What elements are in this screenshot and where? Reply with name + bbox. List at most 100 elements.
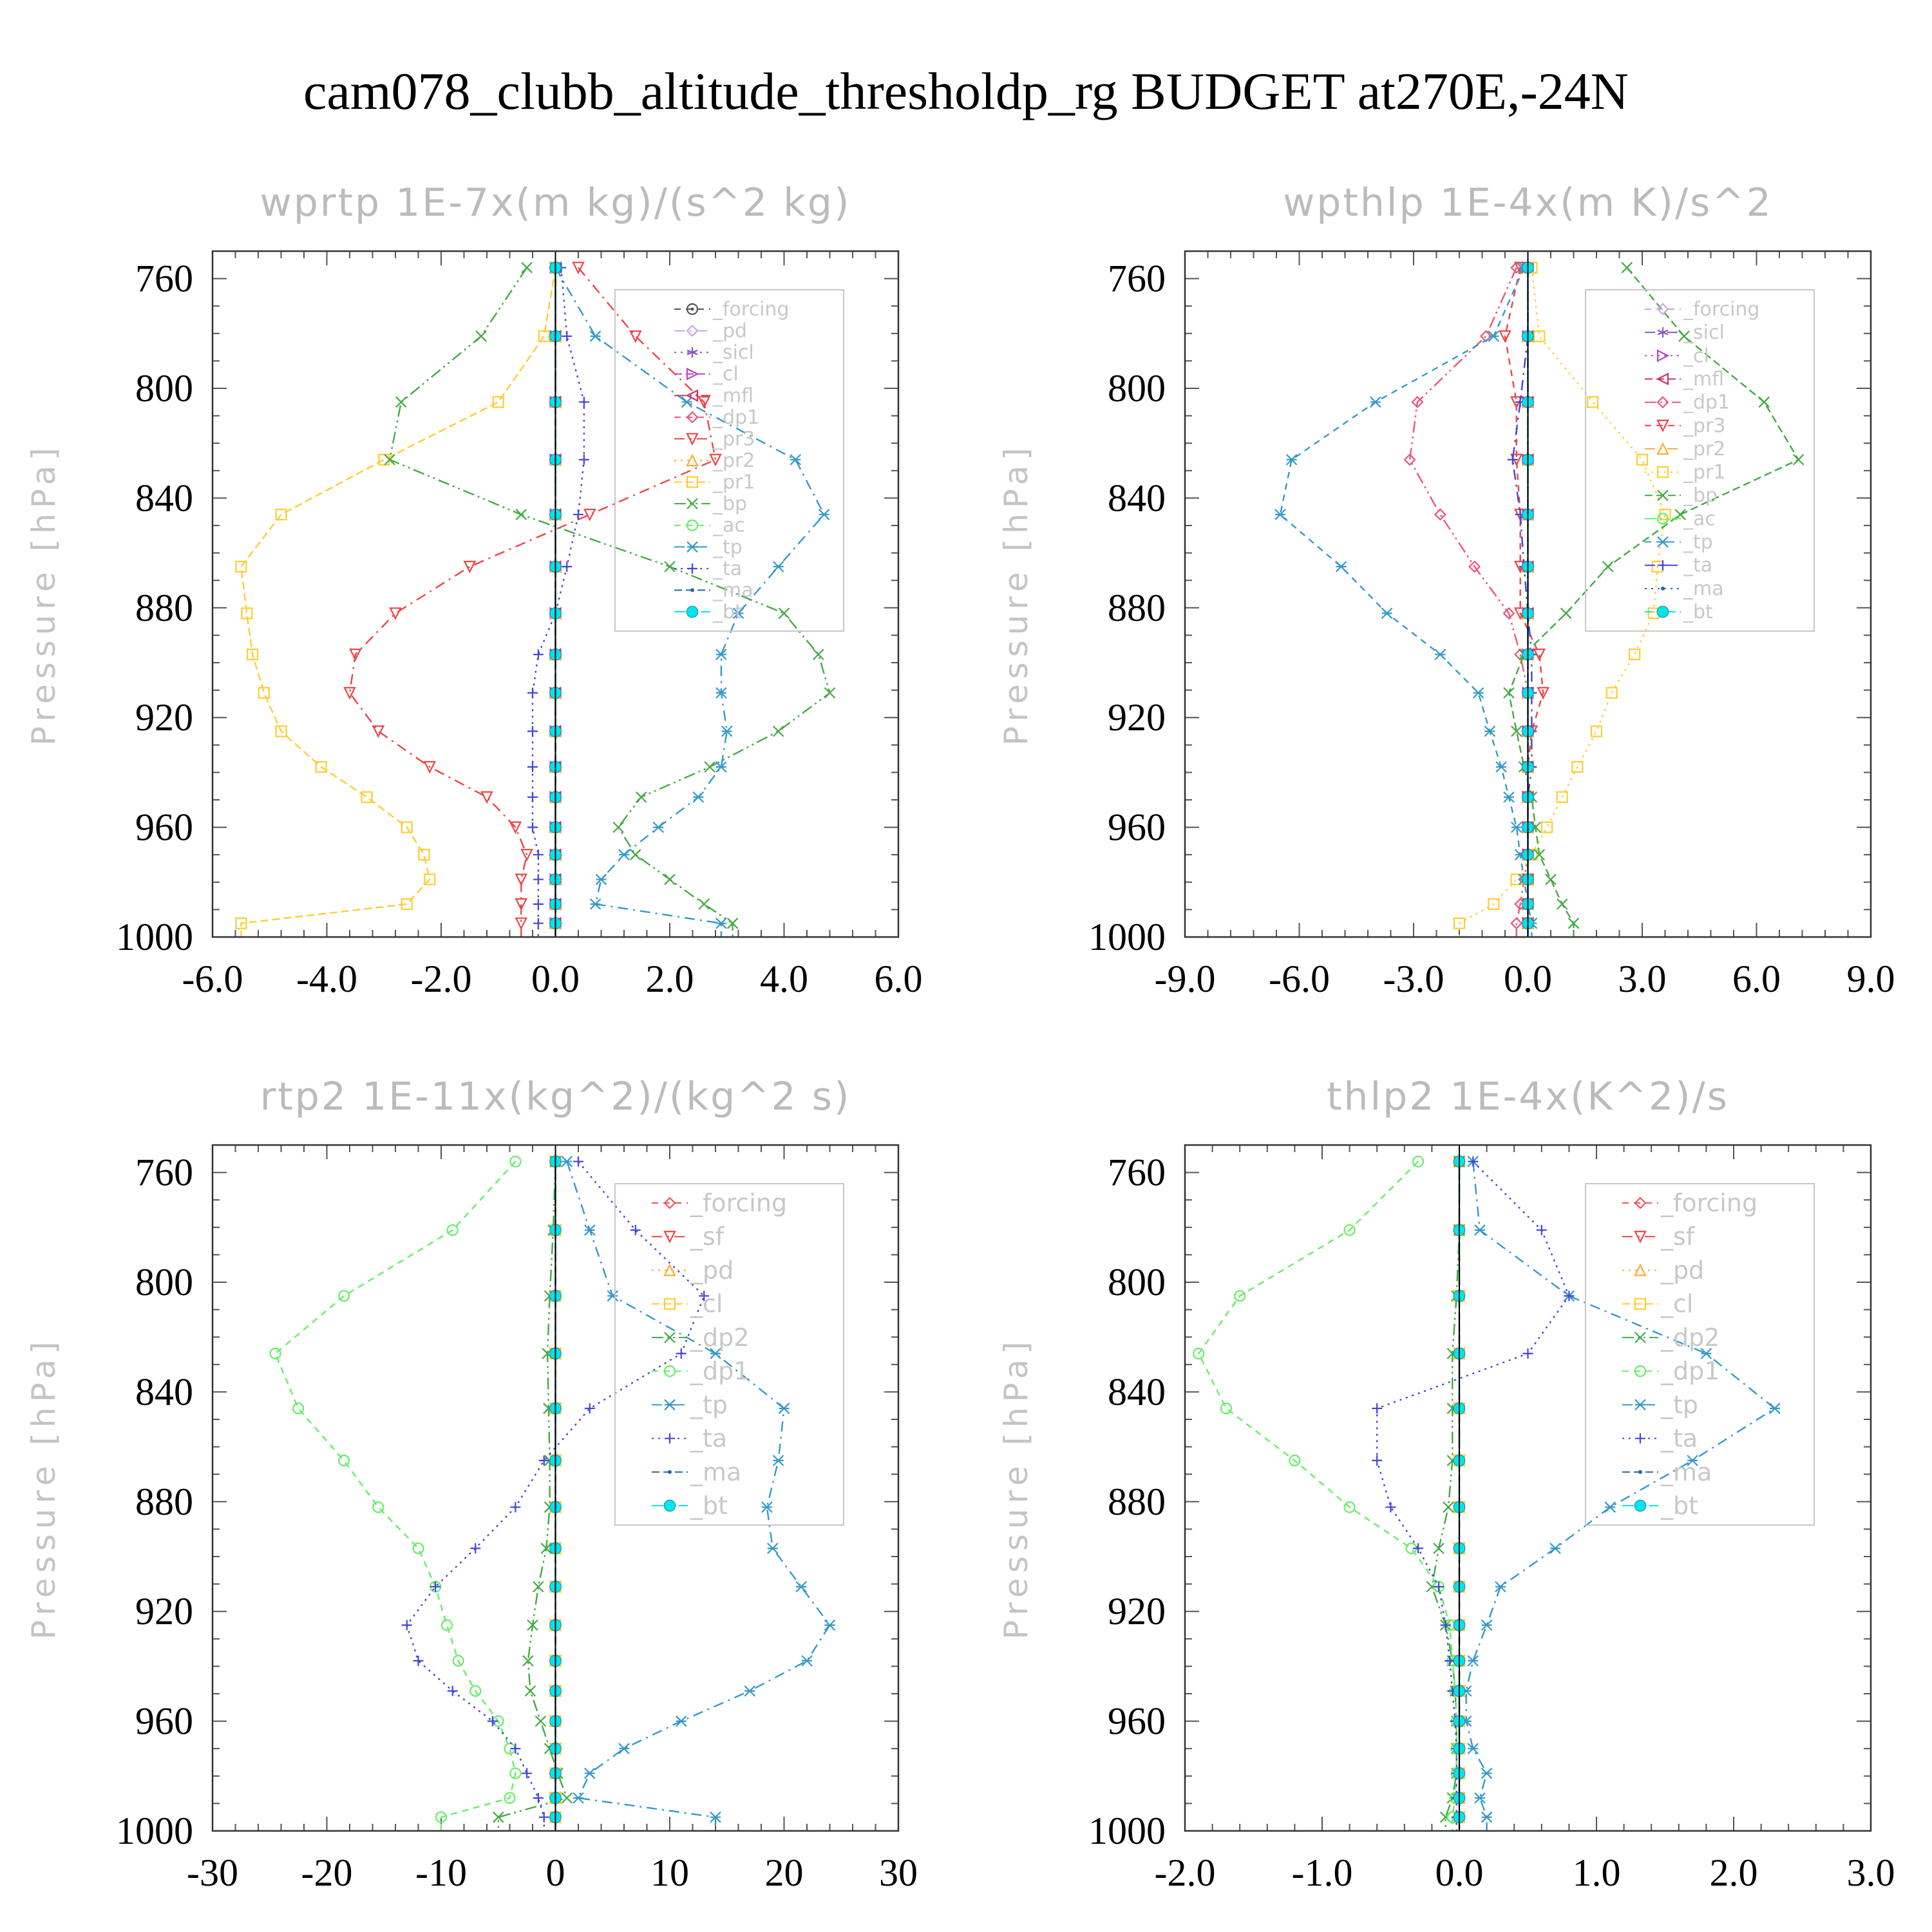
x-tick-label: -20 bbox=[301, 1852, 353, 1894]
x-tick-label: 1.0 bbox=[1573, 1852, 1621, 1894]
legend-box bbox=[1585, 1183, 1815, 1526]
y-tick-label: 880 bbox=[1108, 1481, 1166, 1523]
x-tick-label: -10 bbox=[415, 1852, 467, 1894]
legend-entry: _ma bbox=[1683, 578, 1724, 600]
y-tick-label: 800 bbox=[135, 367, 193, 410]
legend-entry: _forcing bbox=[712, 298, 789, 321]
legend-entry: _cl bbox=[690, 1290, 723, 1318]
legend-entry: _ta bbox=[712, 558, 742, 580]
x-tick-label: 0.0 bbox=[1435, 1852, 1484, 1894]
y-tick-label: 800 bbox=[135, 1261, 193, 1303]
x-tick-label: 4.0 bbox=[760, 958, 808, 1000]
y-tick-label: 960 bbox=[1108, 1700, 1166, 1743]
y-tick-label: 1000 bbox=[116, 1810, 193, 1852]
x-tick-label: 9.0 bbox=[1847, 958, 1895, 1000]
legend-entry: _ma bbox=[690, 1458, 741, 1486]
x-tick-label: 0 bbox=[546, 1852, 565, 1894]
y-tick-label: 800 bbox=[1108, 367, 1166, 410]
legend-entry: _bt bbox=[690, 1492, 728, 1520]
x-tick-label: 6.0 bbox=[1732, 958, 1781, 1000]
x-tick-label: -9.0 bbox=[1155, 958, 1216, 1000]
series-tp-markers bbox=[549, 261, 830, 929]
legend: _forcing _sf _pd _cl _dp2 _dp1 _tp _ta _ma _bt bbox=[614, 1183, 844, 1526]
series-group bbox=[1274, 261, 1804, 937]
series-tp-markers bbox=[1460, 1155, 1781, 1823]
x-tick-label: -2.0 bbox=[1155, 1852, 1216, 1894]
x-tick-label: -4.0 bbox=[296, 958, 357, 1000]
series-bp-markers bbox=[1503, 261, 1804, 929]
plot-frame bbox=[1184, 250, 1872, 938]
y-tick-label: 880 bbox=[1108, 587, 1166, 629]
legend-entry: _sicl bbox=[1683, 321, 1725, 344]
series-dp2-line bbox=[497, 1161, 568, 1831]
series-pr3-line bbox=[1504, 267, 1544, 937]
legend-entry: _bt bbox=[1660, 1492, 1698, 1520]
series-tp-markers bbox=[561, 1155, 836, 1823]
legend: _forcing_sicl_cl_mfl_dp1_pr3_pr2_pr1_bp_… bbox=[1585, 289, 1815, 632]
legend-entry: _tp bbox=[712, 536, 743, 558]
legend-entry: _ta bbox=[1660, 1425, 1698, 1453]
legend-entry: _forcing bbox=[1660, 1189, 1757, 1217]
legend-entry: _ta bbox=[1683, 554, 1712, 577]
legend-entry: _bp bbox=[1683, 484, 1718, 507]
x-tick-label: -1.0 bbox=[1292, 1852, 1353, 1894]
x-tick-label: -30 bbox=[187, 1852, 238, 1894]
legend-entry: _forcing bbox=[1683, 298, 1759, 321]
series-dp1-markers bbox=[1403, 261, 1535, 930]
x-tick-label: 3.0 bbox=[1618, 958, 1667, 1000]
x-tick-label: 2.0 bbox=[1710, 1852, 1758, 1894]
y-tick-label: 960 bbox=[1108, 806, 1166, 849]
x-tick-label: 10 bbox=[650, 1852, 689, 1894]
series-ta-markers bbox=[401, 1156, 710, 1823]
legend: _forcing_pd_sicl_cl_mfl_dp1_pr3_pr2_pr1_… bbox=[614, 289, 844, 632]
series-pr3-markers bbox=[343, 261, 722, 931]
legend-entry: _dp2 bbox=[690, 1323, 749, 1352]
panel-wpthlp: wpthlp 1E-4x(m K)/s^2 Pressure [hPa] 760 80… bbox=[998, 180, 1895, 1000]
panel-title: rtp2 1E-11x(kg^2)/(kg^2 s) bbox=[260, 1074, 851, 1119]
legend-entry: _pr3 bbox=[712, 428, 755, 450]
legend-box bbox=[1585, 289, 1815, 632]
series-pr3-line bbox=[348, 267, 717, 937]
y-tick-label: 880 bbox=[135, 587, 193, 629]
legend-entry: _pr3 bbox=[1683, 415, 1725, 437]
series-group bbox=[269, 1155, 836, 1831]
legend-entry: _sf bbox=[690, 1222, 725, 1251]
legend-entry: _pr2 bbox=[712, 450, 755, 472]
legend: _forcing _sf _pd _cl _dp2 _dp1 _tp _ta _ma _bt bbox=[1585, 1183, 1815, 1526]
y-tick-label: 960 bbox=[135, 1700, 193, 1743]
legend-entry: _tp bbox=[1660, 1390, 1698, 1419]
series-dp1-line bbox=[1408, 267, 1529, 937]
legend-entry: _cl bbox=[1683, 345, 1709, 367]
legend-entry: _pd bbox=[690, 1256, 734, 1284]
series-bp-line bbox=[388, 267, 831, 937]
series-ta-line bbox=[531, 267, 585, 937]
legend-entry: _pr1 bbox=[712, 471, 755, 494]
panel-wprtp: wprtp 1E-7x(m kg)/(s^2 kg) Pressure [hPa]… bbox=[25, 180, 923, 1000]
series-bt-markers bbox=[1453, 1155, 1466, 1823]
legend-entry: _mfl bbox=[1683, 368, 1724, 390]
x-tick-label: 20 bbox=[765, 1852, 804, 1894]
y-axis-label: Pressure [hPa] bbox=[998, 442, 1035, 746]
legend-entry: _bt bbox=[1683, 601, 1713, 623]
series-ta-line bbox=[1511, 267, 1533, 937]
y-tick-label: 960 bbox=[135, 806, 193, 849]
legend-entry: _bt bbox=[712, 601, 743, 623]
y-tick-label: 760 bbox=[1108, 258, 1166, 300]
axis-ticks bbox=[212, 1144, 899, 1832]
series-pr1-markers bbox=[235, 261, 562, 929]
legend-entry: _pr2 bbox=[1683, 438, 1725, 460]
legend-entry: _dp1 bbox=[712, 406, 759, 429]
panel-title: thlp2 1E-4x(K^2)/s bbox=[1327, 1074, 1729, 1119]
series-dp1-markers bbox=[269, 1155, 522, 1823]
legend-entry: _ta bbox=[690, 1425, 727, 1453]
plot-frame bbox=[211, 250, 900, 938]
x-tick-label: -6.0 bbox=[1269, 958, 1330, 1000]
y-tick-label: 920 bbox=[1108, 1590, 1166, 1633]
series-ta-line bbox=[1376, 1160, 1570, 1831]
x-tick-label: 6.0 bbox=[875, 958, 923, 1000]
x-tick-label: 3.0 bbox=[1847, 1852, 1895, 1894]
series-tp-line bbox=[554, 267, 826, 937]
series-ta-markers bbox=[1372, 1156, 1575, 1823]
series-bp-line bbox=[1508, 267, 1800, 937]
plot-frame bbox=[1184, 1144, 1872, 1832]
